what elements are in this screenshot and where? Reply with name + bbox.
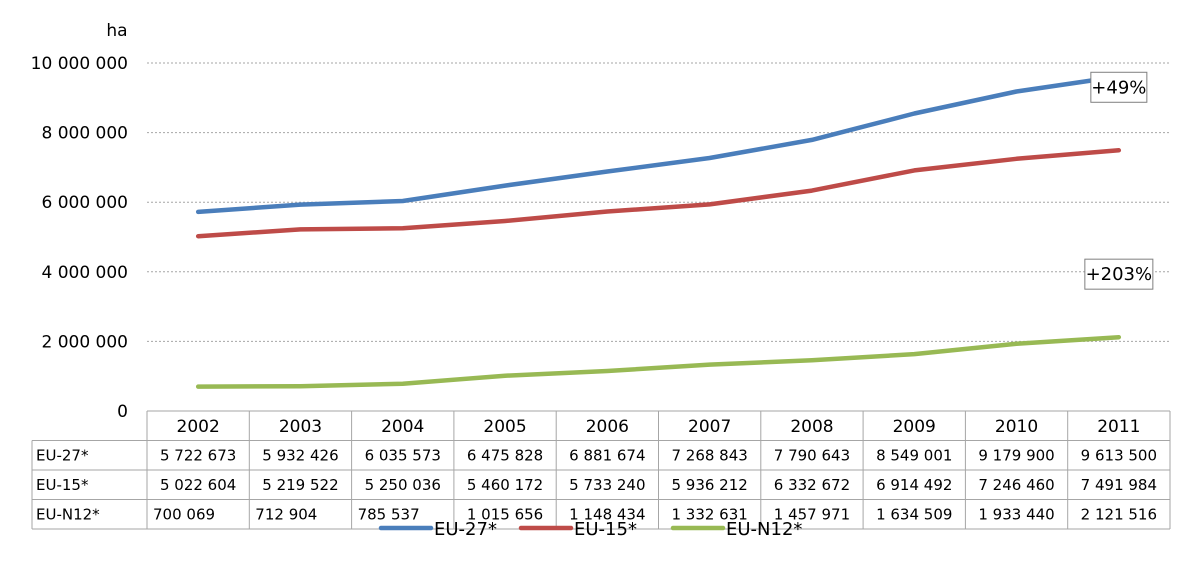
y-tick-label: 6 000 000	[41, 193, 128, 213]
data-table-cell: 7 268 843	[671, 446, 747, 464]
data-table-cell: 1 015 656	[467, 505, 543, 523]
x-tick-label: 2007	[688, 417, 731, 437]
x-tick-label: 2011	[1097, 417, 1140, 437]
annotation-box	[1084, 258, 1154, 290]
legend-label: EU-27*	[434, 519, 497, 540]
x-tick-label: 2009	[893, 417, 936, 437]
x-tick-label: 2004	[381, 417, 424, 437]
data-table-cell: 6 881 674	[569, 446, 645, 464]
data-table-cell: 6 914 492	[876, 476, 952, 494]
data-table-cell: 5 733 240	[569, 476, 645, 494]
data-table-cell: 785 537	[358, 505, 420, 523]
series-line-eu-n12	[195, 334, 1122, 389]
data-table-cell: 6 035 573	[365, 446, 441, 464]
data-table-cell: 6 475 828	[467, 446, 543, 464]
data-table-cell: 8 549 001	[876, 446, 952, 464]
data-table-cell: 9 613 500	[1081, 446, 1157, 464]
data-table-cell: 712 904	[255, 505, 317, 523]
data-table-cell: 7 790 643	[774, 446, 850, 464]
data-table-cell: 5 936 212	[671, 476, 747, 494]
table-series-name: EU-N12*	[36, 505, 100, 523]
data-table-cell: 1 457 971	[774, 505, 850, 523]
data-table-cell: 9 179 900	[978, 446, 1054, 464]
data-table-cell: 7 246 460	[978, 476, 1054, 494]
series-line-eu-15	[195, 148, 1122, 239]
y-tick-label: 2 000 000	[41, 332, 128, 352]
legend-label: EU-N12*	[726, 519, 802, 540]
data-table-cell: 7 491 984	[1081, 476, 1157, 494]
data-table-cell: 5 250 036	[365, 476, 441, 494]
data-table-cell: 5 722 673	[160, 446, 236, 464]
annotation-label: +203%	[1086, 264, 1153, 285]
y-axis-unit-label: ha	[106, 21, 127, 41]
y-tick-label: 10 000 000	[31, 54, 128, 74]
data-table-cell: 1 634 509	[876, 505, 952, 523]
table-series-name: EU-15*	[36, 476, 89, 494]
data-table-cell: 1 933 440	[978, 505, 1054, 523]
x-tick-label: 2006	[586, 417, 629, 437]
data-table-cell: 1 148 434	[569, 505, 645, 523]
x-tick-label: 2002	[177, 417, 220, 437]
data-table-cell: 1 332 631	[671, 505, 747, 523]
series-line-eu-27	[195, 74, 1122, 215]
y-tick-label: 8 000 000	[41, 124, 128, 144]
data-table-cell: 700 069	[153, 505, 215, 523]
y-tick-label: 4 000 000	[41, 263, 128, 283]
data-table-cell: 5 219 522	[262, 476, 338, 494]
data-table-cell: 5 022 604	[160, 476, 236, 494]
data-table-cell: 5 932 426	[262, 446, 338, 464]
data-table-cell: 6 332 672	[774, 476, 850, 494]
data-table-cell: 5 460 172	[467, 476, 543, 494]
annotation-box	[1090, 71, 1148, 103]
annotation-label: +49%	[1091, 77, 1146, 98]
x-tick-label: 2008	[790, 417, 833, 437]
x-tick-label: 2003	[279, 417, 322, 437]
legend-label: EU-15*	[574, 519, 637, 540]
data-table-cell: 2 121 516	[1081, 505, 1157, 523]
y-tick-label: 0	[117, 402, 128, 422]
x-tick-label: 2010	[995, 417, 1038, 437]
x-tick-label: 2005	[483, 417, 526, 437]
table-series-name: EU-27*	[36, 446, 89, 464]
